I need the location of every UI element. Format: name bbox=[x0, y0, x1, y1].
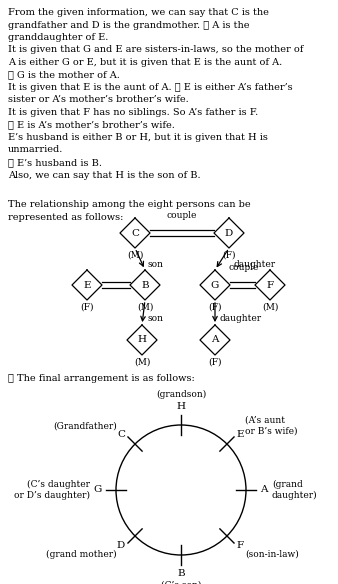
Text: H: H bbox=[176, 402, 186, 411]
Text: (F): (F) bbox=[208, 358, 222, 367]
Text: daughter: daughter bbox=[233, 260, 275, 269]
Text: From the given information, we can say that C is the: From the given information, we can say t… bbox=[8, 8, 269, 17]
Text: E’s husband is either B or H, but it is given that H is: E’s husband is either B or H, but it is … bbox=[8, 133, 268, 142]
Text: granddaughter of E.: granddaughter of E. bbox=[8, 33, 108, 42]
Text: (grand mother): (grand mother) bbox=[46, 550, 117, 559]
Text: son: son bbox=[148, 260, 164, 269]
Text: (grand
daughter): (grand daughter) bbox=[272, 480, 318, 500]
Text: unmarried.: unmarried. bbox=[8, 145, 64, 155]
Text: (M): (M) bbox=[134, 358, 150, 367]
Text: couple: couple bbox=[167, 211, 197, 220]
Text: ∴ G is the mother of A.: ∴ G is the mother of A. bbox=[8, 71, 120, 79]
Text: (C’s son): (C’s son) bbox=[161, 581, 201, 584]
Text: represented as follows:: represented as follows: bbox=[8, 213, 123, 221]
Text: ∴ E is A’s mother’s brother’s wife.: ∴ E is A’s mother’s brother’s wife. bbox=[8, 120, 175, 130]
Text: E: E bbox=[237, 430, 244, 439]
Text: B: B bbox=[177, 569, 185, 578]
Text: ∴ The final arrangement is as follows:: ∴ The final arrangement is as follows: bbox=[8, 374, 195, 383]
Text: C: C bbox=[131, 228, 139, 238]
Text: D: D bbox=[117, 541, 125, 550]
Text: E: E bbox=[83, 280, 91, 290]
Text: B: B bbox=[141, 280, 149, 290]
Text: F: F bbox=[266, 280, 273, 290]
Text: (F): (F) bbox=[80, 303, 94, 312]
Text: (son-in-law): (son-in-law) bbox=[245, 550, 299, 559]
Text: daughter: daughter bbox=[220, 314, 262, 323]
Text: Also, we can say that H is the son of B.: Also, we can say that H is the son of B. bbox=[8, 171, 201, 179]
Text: The relationship among the eight persons can be: The relationship among the eight persons… bbox=[8, 200, 250, 209]
Text: A: A bbox=[211, 335, 219, 345]
Text: (C’s daughter
or D’s daughter): (C’s daughter or D’s daughter) bbox=[14, 480, 90, 500]
Text: (M): (M) bbox=[137, 303, 153, 312]
Text: sister or A’s mother’s brother’s wife.: sister or A’s mother’s brother’s wife. bbox=[8, 96, 189, 105]
Text: couple: couple bbox=[229, 263, 259, 272]
Text: D: D bbox=[225, 228, 233, 238]
Text: A is either G or E, but it is given that E is the aunt of A.: A is either G or E, but it is given that… bbox=[8, 58, 282, 67]
Text: son: son bbox=[148, 314, 164, 323]
Text: It is given that E is the aunt of A. ∴ E is either A’s father’s: It is given that E is the aunt of A. ∴ E… bbox=[8, 83, 293, 92]
Text: G: G bbox=[94, 485, 102, 495]
Text: (M): (M) bbox=[262, 303, 278, 312]
Text: ∴ E’s husband is B.: ∴ E’s husband is B. bbox=[8, 158, 102, 167]
Text: (A’s aunt
or B’s wife): (A’s aunt or B’s wife) bbox=[245, 416, 298, 436]
Text: grandfather and D is the grandmother. ∴ A is the: grandfather and D is the grandmother. ∴ … bbox=[8, 20, 249, 30]
Text: H: H bbox=[138, 335, 146, 345]
Text: C: C bbox=[117, 430, 125, 439]
Text: A: A bbox=[260, 485, 267, 495]
Text: It is given that F has no siblings. So A’s father is F.: It is given that F has no siblings. So A… bbox=[8, 108, 258, 117]
Text: (grandson): (grandson) bbox=[156, 390, 206, 399]
Text: (F): (F) bbox=[208, 303, 222, 312]
Text: (M): (M) bbox=[127, 251, 143, 260]
Text: (Grandfather): (Grandfather) bbox=[53, 421, 117, 430]
Text: (F): (F) bbox=[222, 251, 236, 260]
Text: F: F bbox=[237, 541, 244, 550]
Text: G: G bbox=[211, 280, 219, 290]
Text: It is given that G and E are sisters-in-laws, so the mother of: It is given that G and E are sisters-in-… bbox=[8, 46, 304, 54]
